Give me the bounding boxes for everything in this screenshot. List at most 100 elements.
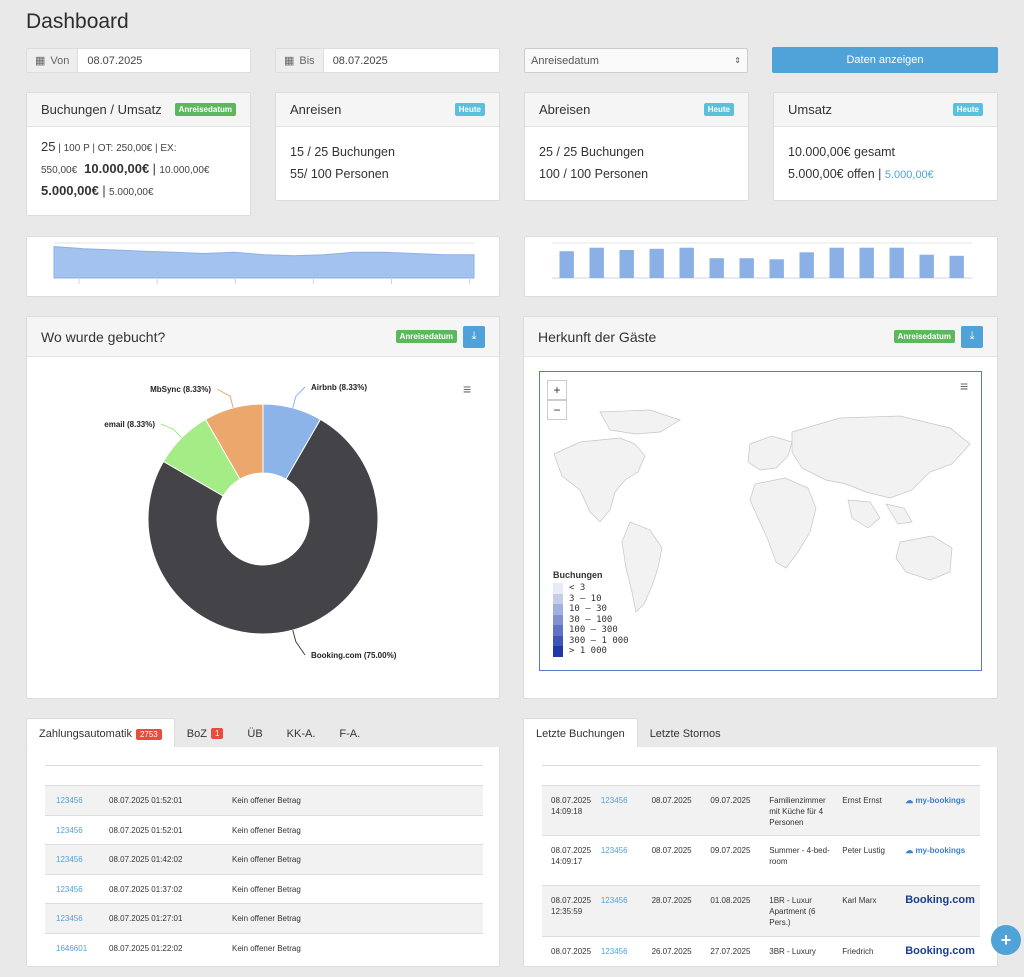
booking-id-link[interactable]: 123456 <box>600 896 628 905</box>
booking-id-link[interactable]: 123456 <box>600 796 628 805</box>
left-tab-0[interactable]: Zahlungsautomatik 2753 <box>26 718 175 749</box>
download-button[interactable]: ⤓ <box>961 325 983 348</box>
legend-label: 30 – 100 <box>569 614 613 625</box>
chart-menu-icon[interactable]: ≡ <box>463 381 472 397</box>
payment-id-link[interactable]: 123456 <box>56 825 83 835</box>
table-row[interactable]: 08.07.2025 12:35:59 123456 28.07.2025 01.08.… <box>542 885 980 937</box>
count-badge: 1 <box>210 728 224 739</box>
sparkline-bar <box>919 254 934 278</box>
booking-id-link[interactable]: 123456 <box>600 846 628 855</box>
source-logo: Booking.com <box>905 894 975 906</box>
table-row[interactable]: 123456 08.07.2025 01:27:01 Kein offener Be… <box>45 903 483 933</box>
legend-item: 100 – 300 <box>553 625 629 636</box>
booking-source: Booking.com <box>905 886 980 937</box>
right-tab-1[interactable]: Letzte Stornos <box>638 718 733 749</box>
sparkline-bar <box>829 247 844 278</box>
zoom-in-button[interactable]: + <box>547 380 567 400</box>
payment-id-link[interactable]: 123456 <box>56 855 83 864</box>
booking-room: Summer - 4-bed-room <box>769 846 830 866</box>
payment-date: 08.07.2025 01:27:01 <box>109 914 183 923</box>
payment-id-link[interactable]: 123456 <box>56 914 83 923</box>
bookings-panel: 08.07.2025 14:09:18 123456 08.07.2025 09.07.… <box>523 747 998 967</box>
pie-connector <box>160 423 183 439</box>
umsatz-open-value: 5.000,00€ <box>884 169 934 181</box>
table-row[interactable]: 123456 08.07.2025 01:37:02 Kein offener Be… <box>45 874 483 904</box>
world-map-graphic <box>553 409 971 613</box>
booking-id[interactable]: 123456 <box>601 886 652 937</box>
date-type-select[interactable]: Anreisedatum ⇕ <box>524 48 748 73</box>
abreisen-persons: 100 / 100 Personen <box>539 167 649 181</box>
legend-swatch <box>553 583 563 594</box>
legend-label: 10 – 30 <box>569 604 607 615</box>
sparkline-bar <box>709 258 724 278</box>
booking-id[interactable]: 123456 <box>601 836 652 886</box>
bookings-bar-sparkline-card <box>524 236 998 297</box>
download-icon: ⤓ <box>471 330 477 342</box>
legend-swatch <box>553 604 563 615</box>
status-badge: Heute <box>454 103 485 116</box>
source-logo: ☁ my-bookings <box>905 796 966 805</box>
pie-slice[interactable] <box>147 418 379 635</box>
sparkline-bar <box>859 247 874 278</box>
table-row[interactable]: 08.07.2025 14:09:18 123456 08.07.2025 09.07.… <box>542 785 980 836</box>
legend-label: > 1 000 <box>569 646 607 657</box>
date-type-value: Anreisedatum <box>531 54 599 67</box>
booking-created: 08.07.2025 14:09:17 <box>551 846 592 866</box>
payment-status: Kein offener Betrag <box>232 914 301 923</box>
von-date-value[interactable]: 08.07.2025 <box>87 54 143 67</box>
booking-room: Familienzimmer mit Küche für 4 Personen <box>769 796 826 827</box>
von-date-field[interactable]: ▦ Von 08.07.2025 <box>26 48 251 73</box>
payment-id-link[interactable]: 123456 <box>56 796 83 805</box>
left-tab-2[interactable]: ÜB <box>235 718 274 749</box>
booking-id[interactable]: 123456 <box>601 786 652 836</box>
anreisen-card: Anreisen Heute 15 / 25 Buchungen 55/ 100… <box>275 92 500 201</box>
booking-room: 1BR - Luxur Apartment (6 Pers.) <box>769 896 816 927</box>
open-small: 5.000,00€ <box>109 187 154 198</box>
add-button[interactable]: + <box>991 925 1021 955</box>
download-button[interactable]: ⤓ <box>463 325 485 348</box>
table-row[interactable]: 1646601 08.07.2025 01:22:02 Kein offener B… <box>45 933 483 963</box>
left-tab-4[interactable]: F-A. <box>327 718 372 749</box>
booking-source-card: Wo wurde gebucht? Anreisedatum ⤓ Airbnb … <box>26 316 500 699</box>
booking-guest: Karl Marx <box>842 896 877 905</box>
table-row[interactable]: 123456 08.07.2025 01:52:01 Kein offener Be… <box>45 785 483 815</box>
pie-data-label: Booking.com (75.00%) <box>311 651 397 660</box>
select-arrows-icon: ⇕ <box>734 56 741 65</box>
bookings-table: 08.07.2025 14:09:18 123456 08.07.2025 09.07.… <box>542 785 980 977</box>
calendar-icon: ▦ <box>284 55 295 67</box>
bis-date-field[interactable]: ▦ Bis 08.07.2025 <box>275 48 500 73</box>
payment-status: Kein offener Betrag <box>232 943 301 953</box>
table-row[interactable]: 123456 08.07.2025 01:52:01 Kein offener Be… <box>45 815 483 845</box>
von-label: Von <box>50 54 70 67</box>
sparkline-bar <box>649 248 664 278</box>
legend-label: 300 – 1 000 <box>569 635 629 646</box>
left-tab-3[interactable]: KK-A. <box>275 718 328 749</box>
table-row[interactable]: 08.07.2025 14:09:17 123456 08.07.2025 09.07.… <box>542 835 980 886</box>
card-title: Wo wurde gebucht? <box>41 328 166 345</box>
card-title: Umsatz <box>788 102 833 117</box>
sparkline-bar <box>739 258 754 278</box>
guest-origin-card: Herkunft der Gäste Anreisedatum ⤓ + − ≡ … <box>523 316 998 699</box>
left-tab-1[interactable]: BoZ 1 <box>175 718 236 749</box>
legend-item: 3 – 10 <box>553 593 629 604</box>
open-total: 5.000,00€ <box>41 183 99 198</box>
payment-id-link[interactable]: 123456 <box>56 884 83 894</box>
zoom-out-button[interactable]: − <box>547 400 567 420</box>
booking-id[interactable]: 123456 <box>601 937 652 977</box>
booking-id-link[interactable]: 123456 <box>600 947 628 956</box>
pie-connector <box>292 386 306 409</box>
payment-date: 08.07.2025 01:42:02 <box>109 855 183 864</box>
show-data-button[interactable]: Daten anzeigen <box>772 47 998 73</box>
payment-id-link[interactable]: 1646601 <box>56 943 88 953</box>
legend-swatch <box>553 614 563 625</box>
pie-slice[interactable] <box>204 403 264 480</box>
chart-menu-icon[interactable]: ≡ <box>960 378 969 394</box>
bis-date-value[interactable]: 08.07.2025 <box>332 54 388 67</box>
table-row[interactable]: 123456 08.07.2025 01:42:02 Kein offener Be… <box>45 844 483 874</box>
payment-status: Kein offener Betrag <box>232 855 301 864</box>
tab-label: Zahlungsautomatik <box>39 728 132 740</box>
booking-departure: 01.08.2025 <box>710 896 751 905</box>
right-tab-0[interactable]: Letzte Buchungen <box>523 718 638 749</box>
table-row[interactable]: 08.07.2025 123456 26.07.2025 27.07.2025 3BR … <box>542 936 980 977</box>
